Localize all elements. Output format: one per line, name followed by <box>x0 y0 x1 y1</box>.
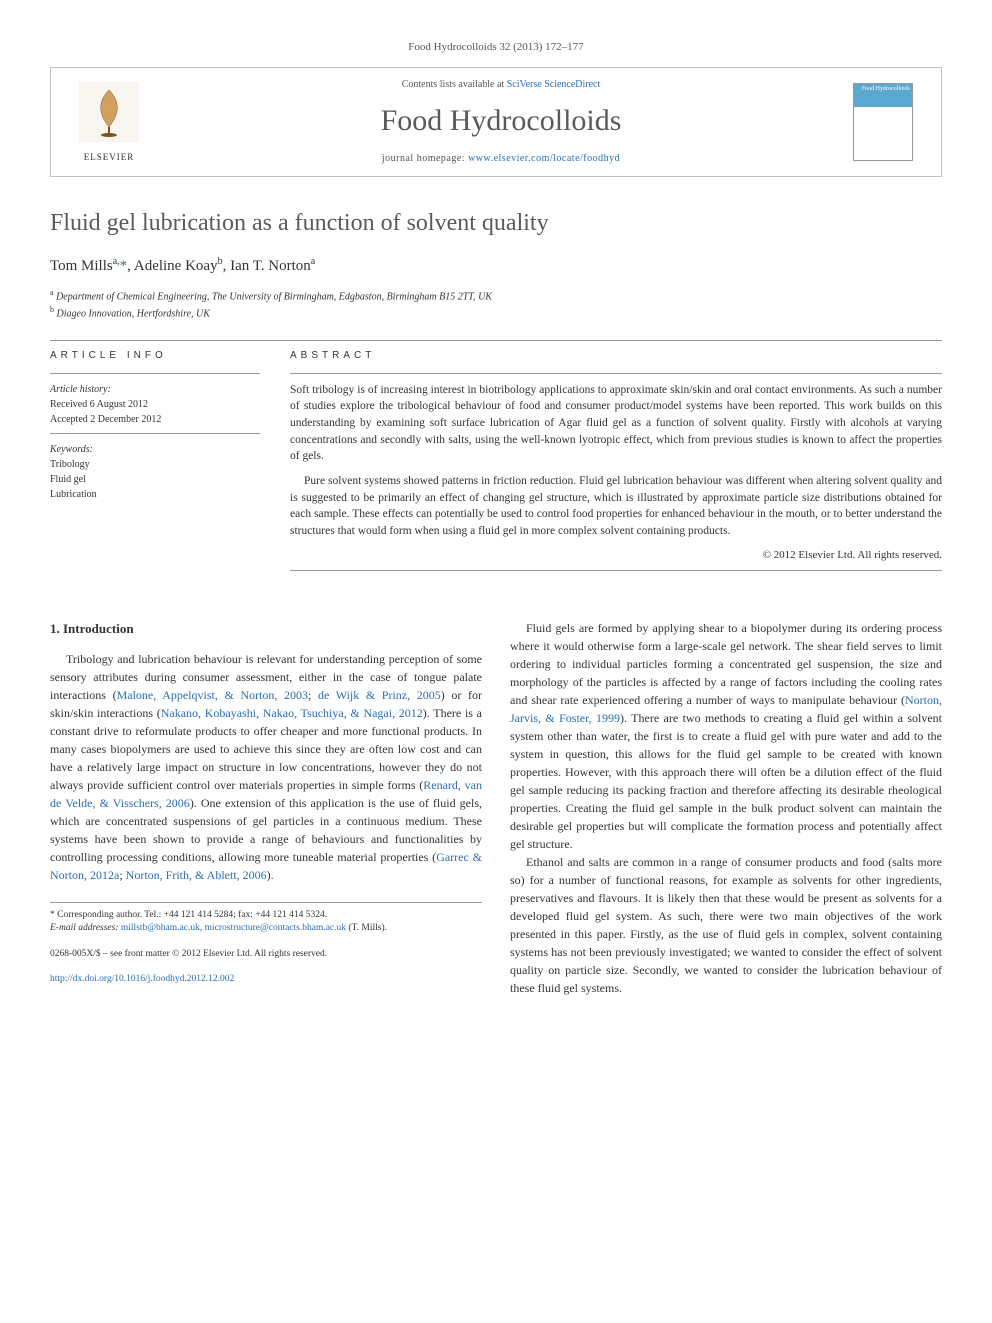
author-3: Ian T. Norton <box>230 258 311 274</box>
abstract-divider <box>290 373 942 374</box>
ref-malone[interactable]: Malone, Appelqvist, & Norton, 2003 <box>117 688 308 702</box>
aff-b-sup: b <box>50 305 54 314</box>
citation-header: Food Hydrocolloids 32 (2013) 172–177 <box>50 40 942 55</box>
keyword-2: Fluid gel <box>50 472 260 487</box>
info-divider-2 <box>50 433 260 434</box>
article-title: Fluid gel lubrication as a function of s… <box>50 207 942 241</box>
affiliation-b: b Diageo Innovation, Hertfordshire, UK <box>50 304 942 321</box>
keyword-1: Tribology <box>50 457 260 472</box>
footnotes: * Corresponding author. Tel.: +44 121 41… <box>50 902 482 936</box>
homepage-link[interactable]: www.elsevier.com/locate/foodhyd <box>468 153 620 164</box>
aff-a-text: Department of Chemical Engineering, The … <box>56 291 492 302</box>
author-2-aff: b <box>218 256 223 267</box>
email-line: E-mail addresses: millstb@bham.ac.uk, mi… <box>50 922 482 935</box>
contents-prefix: Contents lists available at <box>402 79 507 90</box>
cover-title: Food Hydrocolloids <box>856 86 910 92</box>
history-label: Article history: <box>50 382 260 397</box>
col2-p1: Fluid gels are formed by applying shear … <box>510 619 942 853</box>
ref-norton-frith[interactable]: Norton, Frith, & Ablett, 2006 <box>126 868 267 882</box>
journal-name: Food Hydrocolloids <box>149 100 853 142</box>
col2-p2: Ethanol and salts are common in a range … <box>510 853 942 997</box>
abstract-text: Soft tribology is of increasing interest… <box>290 382 942 564</box>
keywords-block: Keywords: Tribology Fluid gel Lubricatio… <box>50 442 260 502</box>
body-column-left: 1. Introduction Tribology and lubricatio… <box>50 619 482 997</box>
doi-link[interactable]: http://dx.doi.org/10.1016/j.foodhyd.2012… <box>50 974 234 984</box>
p1-t2: ; <box>308 688 318 702</box>
history-block: Article history: Received 6 August 2012 … <box>50 382 260 427</box>
body-columns: 1. Introduction Tribology and lubricatio… <box>50 619 942 997</box>
c2p1-t2: ). There are two methods to creating a f… <box>510 711 942 851</box>
article-info-column: ARTICLE INFO Article history: Received 6… <box>50 349 260 579</box>
keywords-label: Keywords: <box>50 442 260 457</box>
aff-b-text: Diageo Innovation, Hertfordshire, UK <box>57 309 210 320</box>
elsevier-tree-icon <box>79 82 139 142</box>
accepted-date: Accepted 2 December 2012 <box>50 412 260 427</box>
email-link-1[interactable]: millstb@bham.ac.uk <box>121 923 200 933</box>
article-info-heading: ARTICLE INFO <box>50 349 260 363</box>
affiliation-a: a Department of Chemical Engineering, Th… <box>50 287 942 304</box>
authors-line: Tom Millsa,*, Adeline Koayb, Ian T. Nort… <box>50 255 942 277</box>
received-date: Received 6 August 2012 <box>50 397 260 412</box>
copyright-line: © 2012 Elsevier Ltd. All rights reserved… <box>290 548 942 564</box>
elsevier-label: ELSEVIER <box>69 151 149 164</box>
journal-banner: ELSEVIER Contents lists available at Sci… <box>50 67 942 177</box>
abstract-column: ABSTRACT Soft tribology is of increasing… <box>290 349 942 579</box>
homepage-line: journal homepage: www.elsevier.com/locat… <box>149 152 853 166</box>
author-3-aff: a <box>311 256 315 267</box>
affiliations: a Department of Chemical Engineering, Th… <box>50 287 942 322</box>
corresponding-author-note: * Corresponding author. Tel.: +44 121 41… <box>50 909 482 922</box>
abstract-heading: ABSTRACT <box>290 349 942 363</box>
author-1-aff: a, <box>113 256 120 267</box>
publisher-logo-block: ELSEVIER <box>69 82 149 164</box>
abstract-p2: Pure solvent systems showed patterns in … <box>290 473 942 540</box>
intro-heading: 1. Introduction <box>50 619 482 639</box>
ref-nakano[interactable]: Nakano, Kobayashi, Nakao, Tsuchiya, & Na… <box>161 706 423 720</box>
corresponding-author-link[interactable]: * <box>120 258 128 274</box>
contents-available-line: Contents lists available at SciVerse Sci… <box>149 78 853 92</box>
ref-dewijk[interactable]: de Wijk & Prinz, 2005 <box>318 688 441 702</box>
p1-t12: ). <box>267 868 274 882</box>
divider-top <box>50 340 942 341</box>
email-link-2[interactable]: microstructure@contacts.bham.ac.uk <box>205 923 346 933</box>
info-abstract-row: ARTICLE INFO Article history: Received 6… <box>50 349 942 579</box>
banner-center: Contents lists available at SciVerse Sci… <box>149 78 853 166</box>
keyword-3: Lubrication <box>50 487 260 502</box>
email-label: E-mail addresses: <box>50 923 119 933</box>
email-owner: (T. Mills). <box>348 923 387 933</box>
aff-a-sup: a <box>50 288 54 297</box>
journal-cover-icon: Food Hydrocolloids <box>853 83 913 161</box>
sciencedirect-link[interactable]: SciVerse ScienceDirect <box>507 79 601 90</box>
body-column-right: Fluid gels are formed by applying shear … <box>510 619 942 997</box>
journal-cover-block: Food Hydrocolloids <box>853 83 923 161</box>
intro-p1: Tribology and lubrication behaviour is r… <box>50 650 482 884</box>
abstract-bottom-divider <box>290 570 942 571</box>
author-2: Adeline Koay <box>134 258 218 274</box>
author-1: Tom Mills <box>50 258 113 274</box>
abstract-p1: Soft tribology is of increasing interest… <box>290 382 942 465</box>
homepage-prefix: journal homepage: <box>382 153 468 164</box>
info-divider-1 <box>50 373 260 374</box>
footer-issn: 0268-005X/$ – see front matter © 2012 El… <box>50 948 482 961</box>
c2p1-t0: Fluid gels are formed by applying shear … <box>510 621 942 707</box>
footer-doi: http://dx.doi.org/10.1016/j.foodhyd.2012… <box>50 973 482 986</box>
